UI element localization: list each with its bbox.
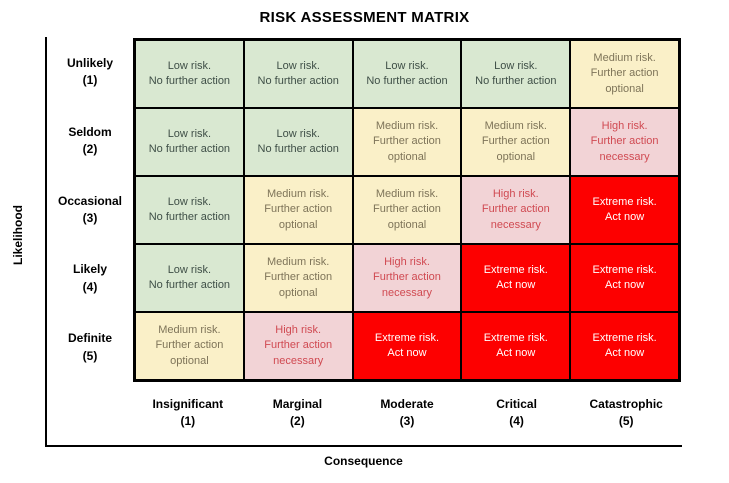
risk-cell-low: Low risk. No further action	[135, 108, 244, 176]
risk-cell-low: Low risk. No further action	[461, 40, 571, 108]
y-axis-label: Likelihood	[11, 205, 25, 265]
risk-cell-low: Low risk. No further action	[135, 176, 244, 244]
risk-cell-extreme: Extreme risk. Act now	[461, 244, 571, 312]
risk-cell-low: Low risk. No further action	[135, 40, 244, 108]
y-axis-line	[45, 37, 47, 447]
risk-cell-medium: Medium risk. Further action optional	[570, 40, 679, 108]
risk-cell-extreme: Extreme risk. Act now	[570, 176, 679, 244]
risk-cell-medium: Medium risk. Further action optional	[243, 244, 353, 312]
risk-cell-low: Low risk. No further action	[352, 40, 462, 108]
row-label: Occasional (3)	[57, 193, 123, 225]
row-label: Seldom (2)	[68, 124, 112, 157]
risk-cell-high: High risk. Further action necessary	[243, 312, 353, 380]
risk-cell-extreme: Extreme risk. Act now	[352, 312, 462, 380]
risk-cell-medium: Medium risk. Further action optional	[352, 176, 462, 244]
risk-cell-low: Low risk. No further action	[243, 40, 353, 108]
risk-cell-high: High risk. Further action necessary	[570, 108, 679, 176]
risk-cell-extreme: Extreme risk. Act now	[570, 244, 679, 312]
risk-cell-low: Low risk. No further action	[135, 244, 244, 312]
risk-cell-medium: Medium risk. Further action optional	[461, 108, 571, 176]
column-labels: Insignificant (1) Marginal (2) Moderate (3) Cr…	[133, 396, 681, 431]
row-label: Unlikely (1)	[66, 56, 114, 88]
risk-cell-extreme: Extreme risk. Act now	[570, 312, 679, 380]
risk-cell-extreme: Extreme risk. Act now	[461, 312, 571, 380]
column-label: Catastrophic (5)	[589, 397, 663, 429]
column-label: Moderate (3)	[380, 397, 434, 429]
row-label: Likely (4)	[72, 262, 108, 294]
row-label: Definite (5)	[67, 331, 112, 363]
page-title: RISK ASSESSMENT MATRIX	[259, 9, 470, 26]
risk-cell-medium: Medium risk. Further action optional	[135, 312, 244, 380]
column-label: Insignificant (1)	[152, 397, 224, 429]
risk-cell-high: High risk. Further action necessary	[461, 176, 571, 244]
x-axis-line	[45, 445, 682, 447]
column-label: Marginal (2)	[272, 397, 323, 429]
risk-cell-high: High risk. Further action necessary	[352, 244, 462, 312]
column-label: Critical (4)	[496, 397, 537, 429]
risk-cell-medium: Medium risk. Further action optional	[243, 176, 353, 244]
x-axis-label: Consequence	[324, 454, 403, 468]
risk-cell-low: Low risk. No further action	[243, 108, 353, 176]
matrix-grid: Low risk. No further action Low risk. No …	[133, 38, 681, 382]
risk-cell-medium: Medium risk. Further action optional	[352, 108, 462, 176]
row-labels: Unlikely (1) Seldom (2) Occasional (3) Likely(…	[47, 38, 133, 382]
